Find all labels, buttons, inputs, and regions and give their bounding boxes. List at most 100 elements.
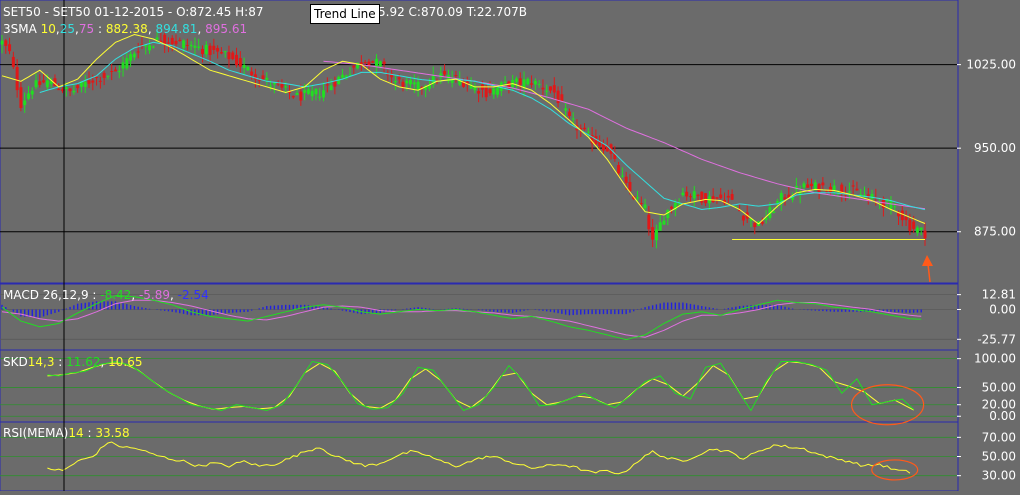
candle-body [847,191,851,193]
candle-body [204,44,208,55]
candle-body [779,192,783,205]
candle-body [647,214,651,230]
candle-body [163,34,167,45]
price-header-right: 5.92 C:870.09 T:22.707B [378,5,527,19]
candle-body [726,195,730,198]
candle-body [719,194,723,199]
candle-body [314,88,318,95]
candle-body [76,85,80,89]
candle-body [662,220,666,225]
candle-body [382,61,386,65]
skd-panel[interactable] [0,349,959,423]
candle-body [144,45,148,47]
candle-body [654,229,658,241]
candle-body [915,227,919,233]
candle-body [636,197,640,199]
candle-body [904,216,908,221]
candle-body [250,71,254,76]
candle-body [734,206,738,208]
candle-body [363,62,367,64]
candle-body [23,100,27,106]
candle-body [715,197,719,199]
candle-body [564,108,568,111]
candle-body [295,92,299,96]
candle-body [261,75,265,80]
candle-body [378,61,382,67]
candle-body [764,217,768,220]
candle-body [567,111,571,117]
candle-body [322,90,326,98]
y-tick-label: 100.00 [974,352,1016,366]
candle-body [155,37,159,40]
candle-body [431,75,435,85]
candle-body [443,70,447,75]
candle-body [219,52,223,54]
candle-body [514,78,518,82]
candle-body [310,90,314,97]
y-tick-label: 50.00 [982,380,1016,394]
candle-body [424,85,428,90]
candle-body [893,206,897,208]
candle-body [772,211,776,213]
candle-body [446,74,450,82]
y-axis-ticks: 1025.00950.00875.0012.810.00-25.77100.00… [957,58,1016,483]
candle-body [340,74,344,78]
candle-body [753,222,757,228]
candle-body [348,74,352,76]
candle-body [462,81,465,87]
y-tick-label: 1025.00 [966,58,1016,72]
candle-body [42,80,46,83]
candle-body [817,184,821,193]
candle-body [775,201,779,204]
candle-body [185,44,189,46]
indicator-lines [1,33,926,481]
candle-body [136,51,140,53]
candle-body [159,40,163,43]
candle-body [533,80,537,85]
arrow-annotation [922,255,933,283]
candle-body [197,46,201,48]
candle-body [329,85,333,91]
candle-body [620,175,624,177]
candle-body [711,196,715,202]
candle-body [193,45,197,48]
candle-body [723,200,727,204]
candle-body [624,176,628,183]
candle-body [359,62,363,66]
candle-body [496,87,500,95]
rsi-line [47,441,911,475]
candle-body [416,81,420,91]
candle-body [34,80,38,88]
y-tick-label: 950.00 [974,141,1016,155]
candle-body [549,86,553,91]
candle-body [897,212,901,217]
candle-body [526,78,530,85]
candle-body [291,95,295,98]
candle-body [738,209,742,212]
y-tick-label: 0.00 [989,409,1016,423]
candle-body [783,197,787,200]
macd-line [1,295,922,341]
candle-body [409,79,413,85]
price-panel[interactable] [0,0,959,284]
candle-body [919,227,923,230]
candle-body [61,89,65,92]
candle-body [685,191,689,197]
candle-body [151,46,155,48]
candle-body [840,184,844,195]
candle-body [98,80,102,82]
candle-body [246,66,250,71]
candle-body [15,66,19,91]
candle-body [280,82,284,88]
skd-circle-annotation [851,384,925,426]
candle-body [178,39,182,41]
y-tick-label: 875.00 [974,225,1016,239]
candle-body [0,40,4,45]
candle-body [749,218,753,221]
candle-body [231,52,235,60]
candle-body [503,81,507,83]
candle-body [235,54,239,66]
candle-body [200,48,204,55]
